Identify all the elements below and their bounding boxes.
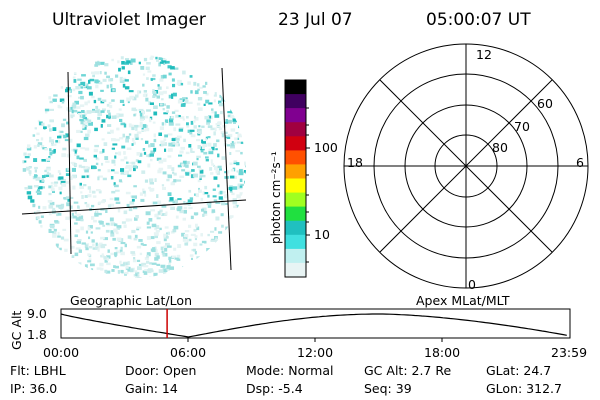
colorbar-band bbox=[285, 248, 306, 264]
status-glon: GLon: 312.7 bbox=[486, 381, 562, 396]
colorbar-band bbox=[285, 220, 306, 236]
timeline-xtick-1800: 18:00 bbox=[424, 345, 461, 360]
altitude-curve bbox=[60, 313, 567, 338]
timeline-ytick-1-8: 1.8 bbox=[27, 327, 47, 342]
colorbar-band bbox=[285, 80, 306, 95]
colorbar-band bbox=[285, 192, 306, 208]
status-mode: Mode: Normal bbox=[246, 363, 334, 378]
status-filter: Flt: LBHL bbox=[10, 363, 66, 378]
polar-label-6: 6 bbox=[576, 155, 584, 170]
colorbar-band bbox=[285, 164, 306, 180]
colorbar-tick-10: 10 bbox=[314, 227, 330, 242]
colorbar-band bbox=[285, 178, 306, 194]
status-gc-alt: GC Alt: 2.7 Re bbox=[364, 363, 452, 378]
polar-lat-60: 60 bbox=[537, 96, 553, 111]
timeline-xtick-1200: 12:00 bbox=[297, 345, 334, 360]
time-label: 05:00:07 UT bbox=[426, 10, 531, 30]
colorbar-band bbox=[285, 206, 306, 222]
colorbar-band bbox=[285, 108, 306, 123]
colorbar bbox=[285, 80, 306, 278]
colorbar-band bbox=[285, 234, 306, 250]
colorbar-tick-100: 100 bbox=[314, 140, 338, 155]
colorbar-band bbox=[285, 122, 306, 137]
status-dsp: Dsp: -5.4 bbox=[246, 381, 303, 396]
polar-label-18: 18 bbox=[347, 155, 363, 170]
status-glat: GLat: 24.7 bbox=[486, 363, 552, 378]
timeline-xtick-0000: 00:00 bbox=[43, 345, 80, 360]
status-door: Door: Open bbox=[125, 363, 197, 378]
colorbar-unit-label: photon cm⁻²s⁻¹ bbox=[269, 151, 283, 244]
polar-plot bbox=[343, 43, 589, 289]
colorbar-band bbox=[285, 262, 306, 278]
polar-lat-70: 70 bbox=[514, 119, 530, 134]
instrument-title: Ultraviolet Imager bbox=[52, 10, 206, 30]
timeline-right-title: Apex MLat/MLT bbox=[416, 293, 510, 308]
polar-label-0: 0 bbox=[468, 277, 476, 292]
timeline-xtick-2359: 23:59 bbox=[551, 345, 588, 360]
polar-lat-80: 80 bbox=[492, 140, 508, 155]
colorbar-band bbox=[285, 94, 306, 109]
uv-image-disc bbox=[22, 55, 246, 278]
colorbar-band bbox=[285, 150, 306, 166]
colorbar-band bbox=[285, 136, 306, 151]
colorbar-ticks bbox=[306, 107, 310, 263]
geo-grid-lines bbox=[21, 67, 247, 271]
timeline-y-label: GC Alt bbox=[9, 310, 24, 350]
timeline-ticks bbox=[187, 338, 443, 342]
timeline-xtick-0600: 06:00 bbox=[170, 345, 207, 360]
timeline-left-title: Geographic Lat/Lon bbox=[70, 293, 192, 308]
status-ip: IP: 36.0 bbox=[10, 381, 58, 396]
status-seq: Seq: 39 bbox=[364, 381, 412, 396]
polar-label-12: 12 bbox=[476, 47, 492, 62]
status-gain: Gain: 14 bbox=[125, 381, 178, 396]
colorbar-frame bbox=[284, 79, 307, 278]
timeline-ytick-9: 9.0 bbox=[27, 306, 47, 321]
date-label: 23 Jul 07 bbox=[278, 10, 353, 30]
